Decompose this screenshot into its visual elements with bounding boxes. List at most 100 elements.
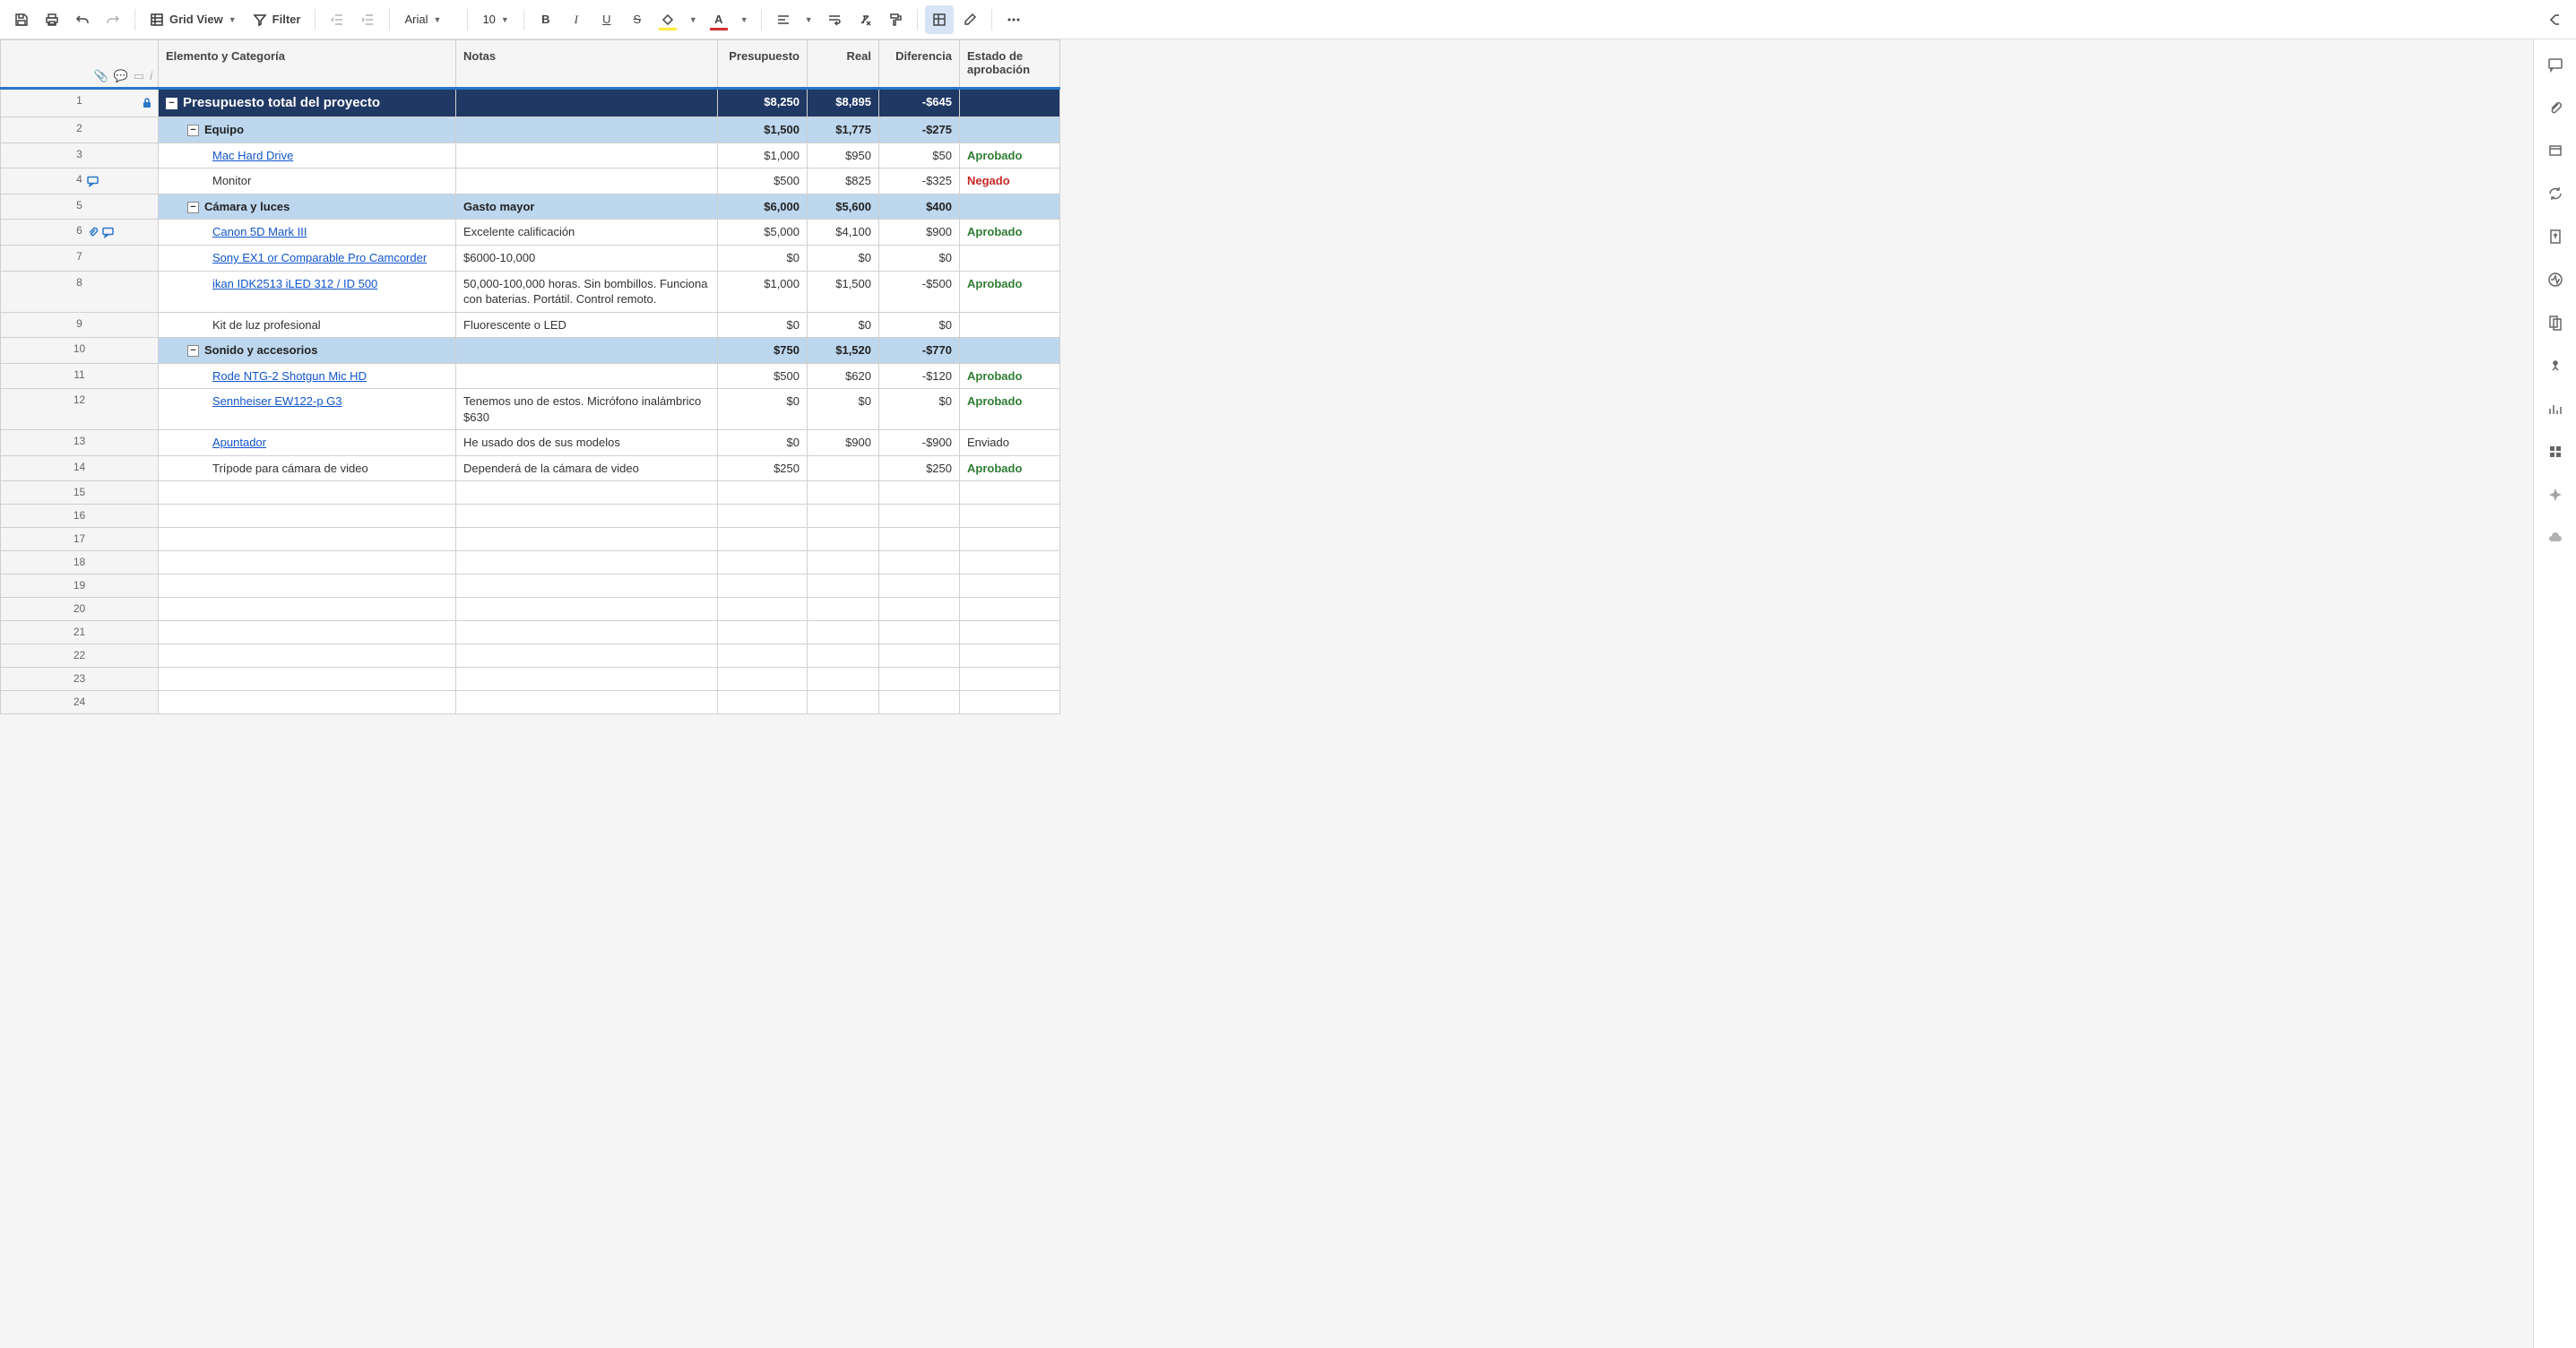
- cell-primary[interactable]: [159, 551, 456, 575]
- cell-notes[interactable]: [456, 338, 718, 364]
- cell-status[interactable]: Negado: [960, 168, 1060, 194]
- cell-diff[interactable]: $0: [879, 312, 960, 338]
- cell-diff[interactable]: [879, 528, 960, 551]
- cell-notes[interactable]: [456, 668, 718, 691]
- cell-status[interactable]: [960, 528, 1060, 551]
- cell-actual[interactable]: $950: [808, 143, 879, 168]
- row-number[interactable]: 24: [1, 691, 159, 714]
- cell-status[interactable]: [960, 575, 1060, 598]
- cell-primary[interactable]: [159, 528, 456, 551]
- table-row[interactable]: 18: [1, 551, 1060, 575]
- cell-budget[interactable]: [718, 598, 808, 621]
- cell-notes[interactable]: Tenemos uno de estos. Micrófono inalámbr…: [456, 389, 718, 430]
- italic-button[interactable]: I: [562, 5, 591, 34]
- fill-color-button[interactable]: [653, 5, 682, 34]
- cell-actual[interactable]: [808, 505, 879, 528]
- row-number[interactable]: 22: [1, 644, 159, 668]
- cell-actual[interactable]: [808, 598, 879, 621]
- cell-actual[interactable]: [808, 644, 879, 668]
- cell-primary[interactable]: Sony EX1 or Comparable Pro Camcorder: [159, 245, 456, 271]
- cell-status[interactable]: [960, 194, 1060, 220]
- row-number[interactable]: 23: [1, 668, 159, 691]
- cell-notes[interactable]: [456, 551, 718, 575]
- cell-status[interactable]: [960, 117, 1060, 143]
- cell-notes[interactable]: [456, 481, 718, 505]
- align-caret[interactable]: ▼: [800, 5, 818, 34]
- cell-budget[interactable]: $250: [718, 455, 808, 481]
- cell-notes[interactable]: [456, 691, 718, 714]
- table-row[interactable]: 6Canon 5D Mark IIIExcelente calificación…: [1, 220, 1060, 246]
- row-link[interactable]: Canon 5D Mark III: [212, 225, 307, 238]
- cell-diff[interactable]: [879, 481, 960, 505]
- row-number[interactable]: 1: [1, 89, 159, 117]
- row-number[interactable]: 16: [1, 505, 159, 528]
- cloud-button[interactable]: [2545, 527, 2566, 549]
- cell-budget[interactable]: [718, 644, 808, 668]
- collapse-icon[interactable]: −: [166, 98, 177, 109]
- row-number[interactable]: 17: [1, 528, 159, 551]
- cell-budget[interactable]: $8,250: [718, 89, 808, 117]
- column-header-actual[interactable]: Real: [808, 40, 879, 89]
- cell-notes[interactable]: $6000-10,000: [456, 245, 718, 271]
- row-link[interactable]: Mac Hard Drive: [212, 149, 293, 162]
- cell-actual[interactable]: $900: [808, 430, 879, 456]
- cell-actual[interactable]: [808, 575, 879, 598]
- collapse-icon[interactable]: −: [187, 125, 199, 136]
- save-button[interactable]: [7, 5, 36, 34]
- table-row[interactable]: 23: [1, 668, 1060, 691]
- row-header-corner[interactable]: 📎 💬 ▭ i: [1, 40, 159, 89]
- row-number[interactable]: 14: [1, 455, 159, 481]
- chart-button[interactable]: [2545, 398, 2566, 419]
- cell-diff[interactable]: [879, 621, 960, 644]
- comment-icon[interactable]: [102, 227, 114, 238]
- cell-status[interactable]: [960, 481, 1060, 505]
- cell-budget[interactable]: $500: [718, 363, 808, 389]
- column-header-diff[interactable]: Diferencia: [879, 40, 960, 89]
- cell-status[interactable]: Aprobado: [960, 271, 1060, 312]
- table-row[interactable]: 10−Sonido y accesorios$750$1,520-$770: [1, 338, 1060, 364]
- cell-diff[interactable]: $900: [879, 220, 960, 246]
- print-button[interactable]: [38, 5, 66, 34]
- cell-diff[interactable]: -$120: [879, 363, 960, 389]
- cell-primary[interactable]: Trípode para cámara de video: [159, 455, 456, 481]
- cell-actual[interactable]: $1,775: [808, 117, 879, 143]
- row-number[interactable]: 21: [1, 621, 159, 644]
- table-row[interactable]: 3Mac Hard Drive$1,000$950$50Aprobado: [1, 143, 1060, 168]
- row-number[interactable]: 8: [1, 271, 159, 312]
- fill-color-caret[interactable]: ▼: [684, 5, 703, 34]
- cell-budget[interactable]: $5,000: [718, 220, 808, 246]
- outdent-button[interactable]: [323, 5, 351, 34]
- cell-primary[interactable]: Sennheiser EW122-p G3: [159, 389, 456, 430]
- row-link[interactable]: Rode NTG-2 Shotgun Mic HD: [212, 369, 367, 383]
- table-row[interactable]: 13ApuntadorHe usado dos de sus modelos$0…: [1, 430, 1060, 456]
- cell-notes[interactable]: [456, 644, 718, 668]
- row-number[interactable]: 11: [1, 363, 159, 389]
- cell-actual[interactable]: [808, 528, 879, 551]
- cell-budget[interactable]: $0: [718, 430, 808, 456]
- cell-notes[interactable]: Excelente calificación: [456, 220, 718, 246]
- collapse-icon[interactable]: −: [187, 345, 199, 357]
- underline-button[interactable]: U: [592, 5, 621, 34]
- row-number[interactable]: 7: [1, 245, 159, 271]
- redo-button[interactable]: [99, 5, 127, 34]
- cell-diff[interactable]: [879, 644, 960, 668]
- cell-diff[interactable]: $50: [879, 143, 960, 168]
- bold-button[interactable]: B: [532, 5, 560, 34]
- cell-status[interactable]: Aprobado: [960, 143, 1060, 168]
- row-number[interactable]: 3: [1, 143, 159, 168]
- row-link[interactable]: Sony EX1 or Comparable Pro Camcorder: [212, 251, 427, 264]
- cell-notes[interactable]: [456, 363, 718, 389]
- clear-format-button[interactable]: [851, 5, 879, 34]
- row-number[interactable]: 4: [1, 168, 159, 194]
- cell-notes[interactable]: Gasto mayor: [456, 194, 718, 220]
- cell-notes[interactable]: [456, 89, 718, 117]
- cell-primary[interactable]: [159, 668, 456, 691]
- cell-status[interactable]: [960, 245, 1060, 271]
- table-row[interactable]: 8ikan IDK2513 iLED 312 / ID 50050,000-10…: [1, 271, 1060, 312]
- cell-status[interactable]: [960, 89, 1060, 117]
- table-row[interactable]: 24: [1, 691, 1060, 714]
- strikethrough-button[interactable]: S: [623, 5, 652, 34]
- row-number[interactable]: 19: [1, 575, 159, 598]
- sheet-area[interactable]: 📎 💬 ▭ i Elemento y Categoría Notas Presu…: [0, 39, 2533, 1348]
- undo-button[interactable]: [68, 5, 97, 34]
